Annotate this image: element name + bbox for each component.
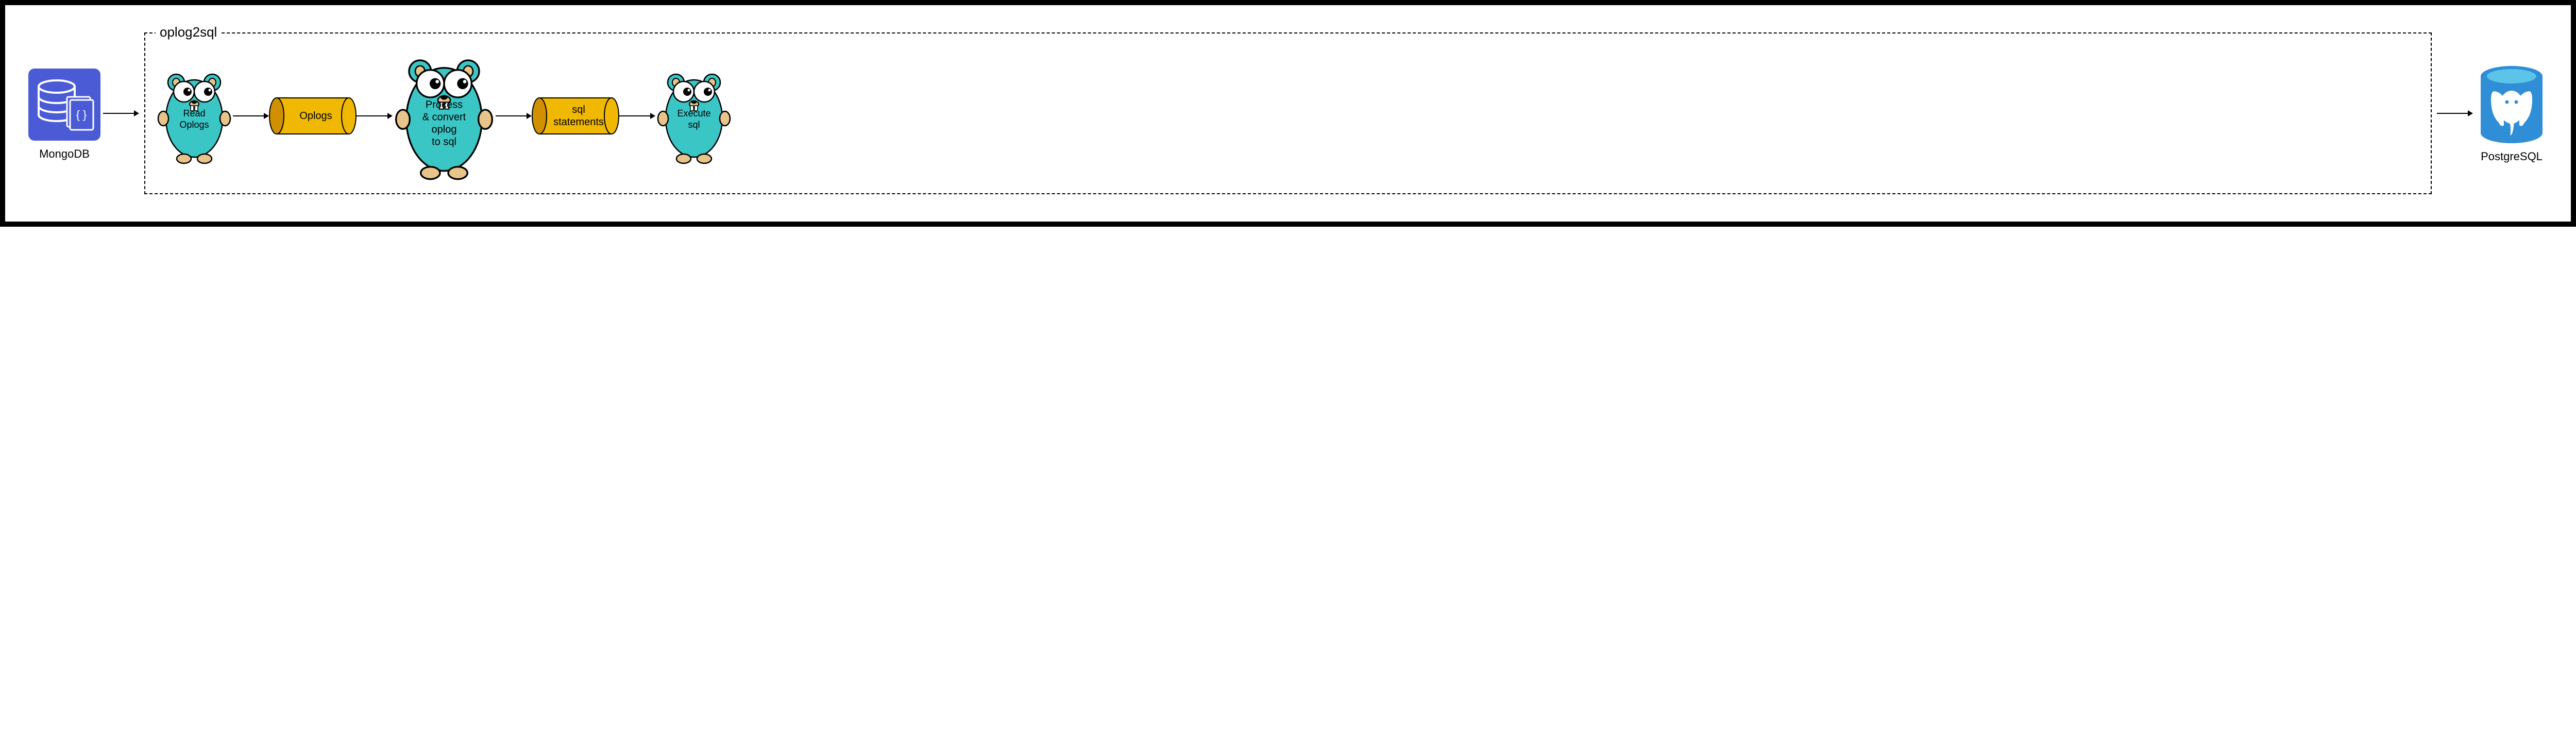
mongodb-label: MongoDB — [39, 147, 90, 161]
cylinder-oplogs-text: Oplogs — [285, 110, 347, 122]
arrow-3 — [357, 111, 393, 121]
cylinder-sql: sql statements — [532, 95, 619, 137]
gopher-execute-text: Execute sql — [666, 108, 722, 130]
diagram-frame: { } MongoDB oplog2sql — [0, 0, 2576, 227]
arrow-4 — [496, 111, 532, 121]
mongodb-node: { } MongoDB — [26, 66, 103, 161]
gopher-process-text: Process & convert oplog to sql — [405, 98, 483, 148]
cylinder-sql-text: sql statements — [548, 104, 609, 128]
gopher-read-text: Read Oplogs — [166, 108, 223, 130]
postgresql-icon — [2473, 63, 2550, 146]
flow-row: { } MongoDB oplog2sql — [26, 32, 2550, 194]
arrow-5 — [619, 111, 655, 121]
cylinder-oplogs: Oplogs — [269, 95, 357, 137]
mongodb-icon: { } — [26, 66, 103, 143]
box-title: oplog2sql — [156, 24, 221, 40]
arrow-2 — [233, 111, 269, 121]
gopher-execute: Execute sql — [655, 67, 733, 165]
postgresql-label: PostgreSQL — [2481, 150, 2543, 163]
gopher-read: Read Oplogs — [156, 67, 233, 165]
arrow-1 — [103, 108, 139, 119]
gopher-process: Process & convert oplog to sql — [393, 49, 496, 183]
svg-text:{ }: { } — [76, 108, 87, 121]
arrow-6 — [2437, 108, 2473, 119]
oplog2sql-box: oplog2sql — [144, 32, 2432, 194]
postgresql-node: PostgreSQL — [2473, 63, 2550, 163]
